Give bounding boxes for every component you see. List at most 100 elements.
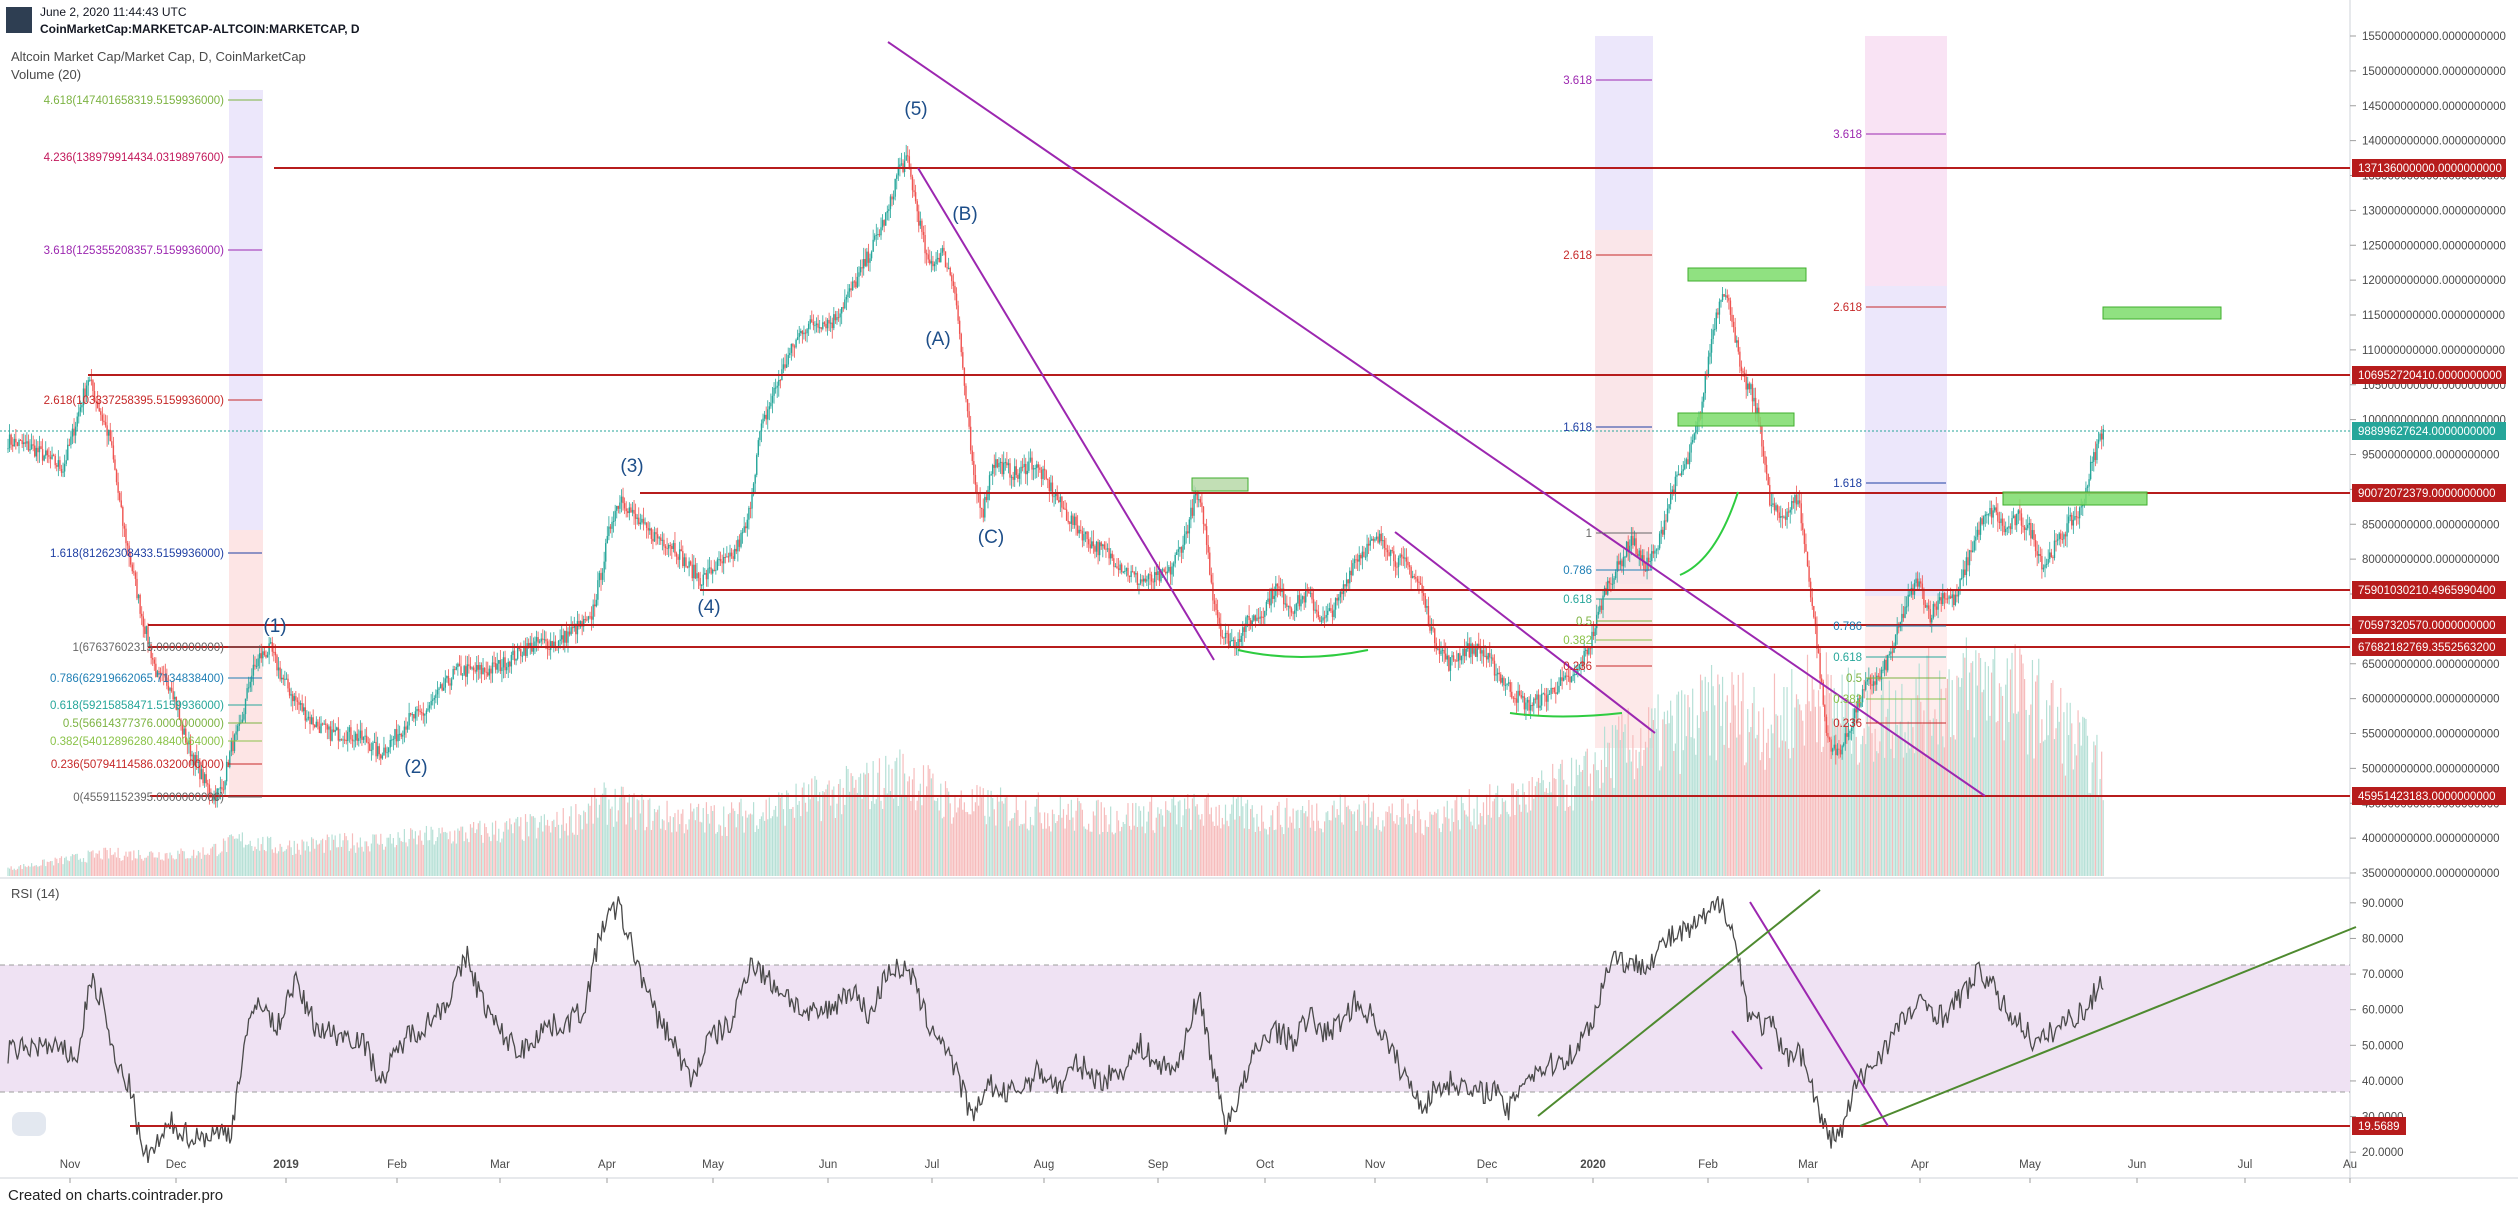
volume-bar: [1325, 812, 1327, 876]
fib-2018-label: 0.236(50794114586.0320000000): [51, 759, 224, 771]
volume-bar: [811, 778, 813, 876]
candle-body: [13, 438, 15, 447]
candle-body: [1257, 617, 1260, 619]
candle-body: [1259, 616, 1261, 619]
volume-bar: [1599, 788, 1601, 876]
volume-bar: [144, 857, 146, 876]
candle-body: [548, 648, 550, 650]
candle-body: [2060, 533, 2062, 539]
volume-bar: [1937, 744, 1939, 876]
volume-bar: [1578, 764, 1581, 876]
level-badge-label: 106952720410.0000000000: [2358, 370, 2502, 382]
volume-bar: [131, 860, 133, 876]
candle-body: [1196, 493, 1198, 500]
volume-bar: [1556, 806, 1559, 876]
volume-bar: [677, 809, 679, 876]
candle-body: [159, 672, 162, 674]
volume-bar: [515, 818, 517, 876]
candle-body: [1674, 476, 1677, 495]
candle-body: [1372, 538, 1375, 541]
candle-body: [537, 637, 539, 643]
candle-body: [1328, 608, 1331, 611]
volume-bar: [1468, 789, 1470, 876]
volume-bar: [1836, 699, 1838, 876]
candle-body: [845, 297, 848, 300]
candle-body: [46, 450, 49, 456]
candle-body: [2099, 433, 2101, 440]
candle-body: [1978, 529, 1980, 535]
level-badge: [2352, 581, 2506, 599]
candle-body: [1045, 470, 1047, 479]
candle-body: [664, 546, 667, 548]
candle-body: [196, 755, 198, 763]
candle-body: [147, 626, 149, 645]
volume-bar: [1372, 802, 1374, 876]
volume-bar: [255, 849, 258, 876]
volume-bar: [1095, 800, 1098, 876]
candle-body: [461, 674, 464, 676]
volume-bar: [1659, 770, 1661, 876]
volume-bar: [1990, 672, 1993, 876]
level-badge-label: 98899627624.0000000000: [2358, 426, 2496, 438]
volume-bar: [1526, 812, 1529, 876]
volume-bar: [826, 784, 829, 876]
volume-bar: [707, 813, 709, 876]
candle-body: [2028, 522, 2031, 525]
candle-body: [48, 455, 50, 457]
candle-body: [1243, 627, 1246, 632]
candle-body: [1149, 574, 1151, 576]
candle-body: [1471, 643, 1474, 654]
volume-bar: [1278, 801, 1280, 876]
volume-bar: [1978, 652, 1980, 876]
candle-body: [435, 694, 437, 698]
candle-body: [752, 483, 755, 495]
volume-bar: [141, 858, 143, 876]
candle-body: [144, 626, 146, 634]
candle-body: [329, 726, 332, 741]
candle-body: [95, 400, 97, 402]
volume-bar: [1589, 773, 1592, 876]
volume-bar: [18, 866, 20, 876]
volume-bar: [592, 823, 594, 876]
candle-body: [1367, 543, 1370, 546]
candle-body: [1204, 524, 1206, 527]
candle-body: [87, 380, 89, 386]
candle-body: [133, 571, 135, 573]
candle-body: [354, 733, 357, 741]
volume-bar: [1456, 796, 1458, 876]
volume-bar: [1976, 685, 1978, 876]
volume-bar: [1127, 803, 1129, 876]
candle-body: [1506, 683, 1508, 685]
volume-bar: [1828, 693, 1831, 876]
volume-bar: [966, 812, 969, 876]
candle-body: [1386, 549, 1389, 553]
volume-bar: [1832, 718, 1834, 876]
volume-bar: [1051, 809, 1054, 876]
volume-bar: [1322, 832, 1324, 876]
volume-bar: [1789, 758, 1791, 876]
volume-bar: [1292, 808, 1294, 876]
volume-bar: [1882, 677, 1884, 876]
candle-body: [1047, 478, 1049, 480]
chart-settings-button[interactable]: [12, 1112, 46, 1136]
rsi-indicator-label[interactable]: RSI (14): [11, 886, 60, 901]
volume-bar: [348, 851, 350, 876]
volume-bar: [1130, 829, 1132, 876]
candle-body: [796, 337, 799, 340]
candle-body: [310, 717, 313, 725]
volume-bar: [369, 851, 371, 876]
volume-bar: [1077, 797, 1079, 876]
volume-bar: [315, 840, 317, 876]
candle-body: [1536, 694, 1538, 700]
volume-bar: [1948, 669, 1950, 876]
candle-body: [826, 319, 829, 329]
candle-body: [251, 675, 253, 682]
fib-2018-label: 2.618(103337258395.5159936000): [44, 395, 225, 407]
volume-bar: [1732, 684, 1735, 876]
volume-bar: [238, 834, 240, 876]
candle-body: [384, 747, 387, 753]
candle-body: [255, 666, 258, 668]
volume-bar: [1635, 749, 1637, 876]
volume-bar: [683, 833, 685, 876]
volume-bar: [2072, 769, 2074, 876]
